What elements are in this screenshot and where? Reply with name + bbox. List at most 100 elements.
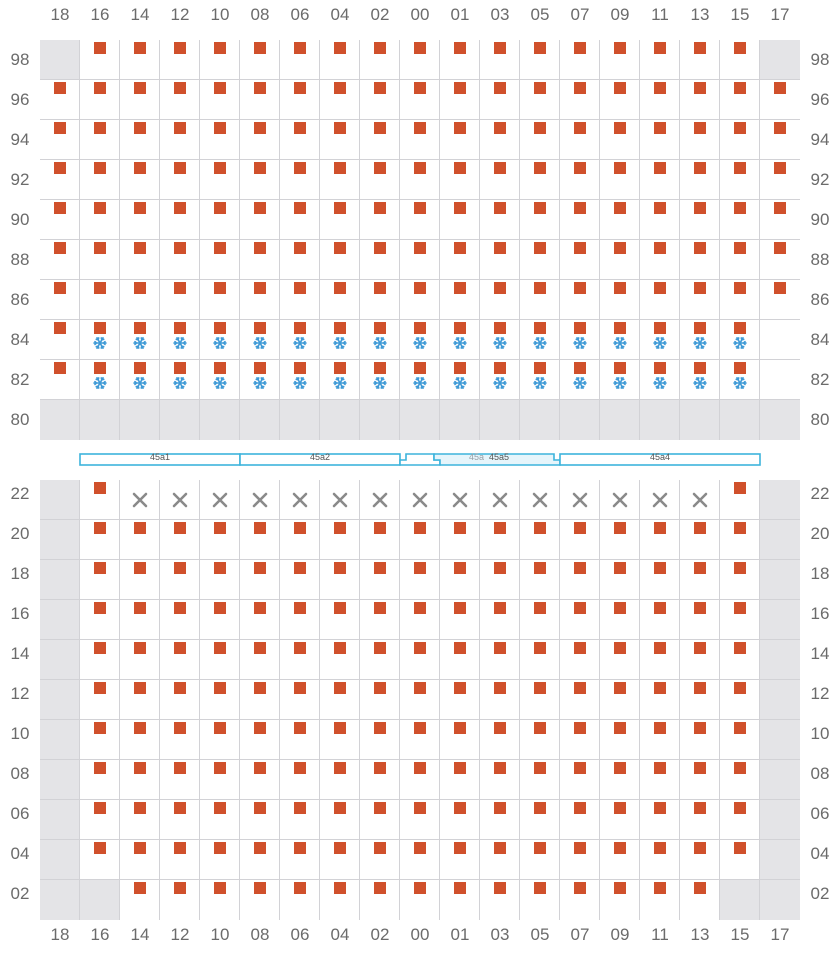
square-container-icon[interactable] xyxy=(654,882,666,894)
square-container-icon[interactable] xyxy=(374,562,386,574)
square-container-icon[interactable] xyxy=(214,642,226,654)
square-container-icon[interactable] xyxy=(534,362,546,374)
square-container-icon[interactable] xyxy=(774,82,786,94)
square-container-icon[interactable] xyxy=(134,362,146,374)
square-container-icon[interactable] xyxy=(214,722,226,734)
square-container-icon[interactable] xyxy=(174,42,186,54)
square-container-icon[interactable] xyxy=(694,802,706,814)
square-container-icon[interactable] xyxy=(574,842,586,854)
square-container-icon[interactable] xyxy=(494,602,506,614)
square-container-icon[interactable] xyxy=(694,122,706,134)
square-container-icon[interactable] xyxy=(614,562,626,574)
square-container-icon[interactable] xyxy=(574,242,586,254)
square-container-icon[interactable] xyxy=(614,202,626,214)
square-container-icon[interactable] xyxy=(294,722,306,734)
square-container-icon[interactable] xyxy=(654,522,666,534)
square-container-icon[interactable] xyxy=(694,562,706,574)
square-container-icon[interactable] xyxy=(214,882,226,894)
square-container-icon[interactable] xyxy=(174,842,186,854)
square-container-icon[interactable] xyxy=(774,122,786,134)
square-container-icon[interactable] xyxy=(134,802,146,814)
square-container-icon[interactable] xyxy=(614,242,626,254)
square-container-icon[interactable] xyxy=(134,722,146,734)
hold-slot[interactable] xyxy=(760,480,800,520)
square-container-icon[interactable] xyxy=(734,522,746,534)
square-container-icon[interactable] xyxy=(334,362,346,374)
square-container-icon[interactable] xyxy=(134,242,146,254)
hold-slot[interactable] xyxy=(720,760,760,800)
square-container-icon[interactable] xyxy=(614,802,626,814)
square-container-icon[interactable] xyxy=(614,602,626,614)
square-container-icon[interactable] xyxy=(654,722,666,734)
square-container-icon[interactable] xyxy=(734,482,746,494)
square-container-icon[interactable] xyxy=(214,162,226,174)
hold-slot[interactable] xyxy=(80,640,120,680)
square-container-icon[interactable] xyxy=(134,122,146,134)
hold-slot[interactable] xyxy=(160,720,200,760)
square-container-icon[interactable] xyxy=(454,202,466,214)
square-container-icon[interactable] xyxy=(294,162,306,174)
square-container-icon[interactable] xyxy=(694,522,706,534)
hold-slot[interactable] xyxy=(40,680,80,720)
deck-slot[interactable] xyxy=(200,120,240,160)
square-container-icon[interactable] xyxy=(454,42,466,54)
square-container-icon[interactable] xyxy=(694,762,706,774)
hold-slot[interactable] xyxy=(760,880,800,920)
deck-slot[interactable] xyxy=(520,400,560,440)
square-container-icon[interactable] xyxy=(294,362,306,374)
hold-slot[interactable] xyxy=(560,640,600,680)
square-container-icon[interactable] xyxy=(734,842,746,854)
square-container-icon[interactable] xyxy=(374,882,386,894)
square-container-icon[interactable] xyxy=(134,682,146,694)
square-container-icon[interactable] xyxy=(254,42,266,54)
square-container-icon[interactable] xyxy=(414,122,426,134)
hold-slot[interactable] xyxy=(760,560,800,600)
square-container-icon[interactable] xyxy=(614,42,626,54)
square-container-icon[interactable] xyxy=(534,242,546,254)
square-container-icon[interactable] xyxy=(574,122,586,134)
deck-slot[interactable] xyxy=(280,120,320,160)
square-container-icon[interactable] xyxy=(374,722,386,734)
square-container-icon[interactable] xyxy=(494,522,506,534)
square-container-icon[interactable] xyxy=(454,282,466,294)
square-container-icon[interactable] xyxy=(574,282,586,294)
square-container-icon[interactable] xyxy=(534,842,546,854)
square-container-icon[interactable] xyxy=(174,362,186,374)
square-container-icon[interactable] xyxy=(174,722,186,734)
square-container-icon[interactable] xyxy=(534,522,546,534)
square-container-icon[interactable] xyxy=(454,362,466,374)
hold-slot[interactable] xyxy=(720,880,760,920)
square-container-icon[interactable] xyxy=(334,282,346,294)
square-container-icon[interactable] xyxy=(174,882,186,894)
square-container-icon[interactable] xyxy=(334,722,346,734)
square-container-icon[interactable] xyxy=(414,202,426,214)
square-container-icon[interactable] xyxy=(214,362,226,374)
square-container-icon[interactable] xyxy=(374,282,386,294)
square-container-icon[interactable] xyxy=(534,802,546,814)
square-container-icon[interactable] xyxy=(374,202,386,214)
square-container-icon[interactable] xyxy=(214,282,226,294)
square-container-icon[interactable] xyxy=(414,762,426,774)
square-container-icon[interactable] xyxy=(454,602,466,614)
square-container-icon[interactable] xyxy=(254,282,266,294)
deck-slot[interactable] xyxy=(320,400,360,440)
square-container-icon[interactable] xyxy=(174,202,186,214)
hold-slot[interactable] xyxy=(400,800,440,840)
hold-slot[interactable] xyxy=(40,520,80,560)
square-container-icon[interactable] xyxy=(134,882,146,894)
square-container-icon[interactable] xyxy=(294,82,306,94)
square-container-icon[interactable] xyxy=(334,202,346,214)
square-container-icon[interactable] xyxy=(94,722,106,734)
square-container-icon[interactable] xyxy=(294,682,306,694)
deck-slot[interactable] xyxy=(480,400,520,440)
square-container-icon[interactable] xyxy=(614,162,626,174)
square-container-icon[interactable] xyxy=(614,522,626,534)
square-container-icon[interactable] xyxy=(734,642,746,654)
hold-slot[interactable] xyxy=(760,720,800,760)
square-container-icon[interactable] xyxy=(54,122,66,134)
square-container-icon[interactable] xyxy=(614,682,626,694)
square-container-icon[interactable] xyxy=(254,522,266,534)
square-container-icon[interactable] xyxy=(54,322,66,334)
deck-slot[interactable] xyxy=(560,400,600,440)
square-container-icon[interactable] xyxy=(454,162,466,174)
